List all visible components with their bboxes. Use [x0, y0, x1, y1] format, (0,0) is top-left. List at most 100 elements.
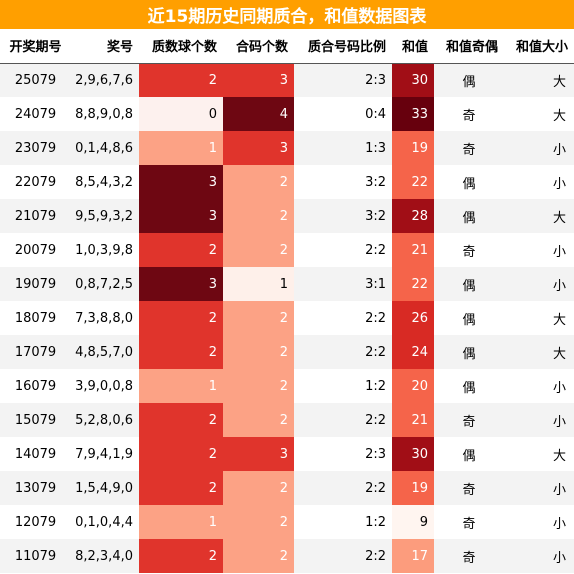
- cell-sum: 22: [392, 267, 434, 301]
- cell-sum: 24: [392, 335, 434, 369]
- cell-sum-size: 大: [552, 108, 566, 124]
- cell-sum-parity: 奇: [462, 108, 476, 124]
- cell-period: 12079: [14, 514, 57, 530]
- cell-sum-parity: 偶: [434, 63, 504, 97]
- cell-ratio: 2:3: [294, 63, 392, 97]
- cell-ratio: 1:2: [365, 378, 386, 394]
- cell-ratio: 0:4: [365, 106, 386, 122]
- cell-draw: 8,2,3,4,0: [71, 539, 139, 573]
- cell-ratio: 2:2: [294, 471, 392, 505]
- header-prime-count: 质数球个数: [139, 29, 223, 64]
- cell-draw: 5,2,8,0,6: [71, 403, 139, 437]
- table-row: 19079 0,8,7,2,5 3 1 3:1 22 偶小: [0, 267, 574, 301]
- cell-draw: 1,5,4,9,0: [71, 471, 139, 505]
- cell-sum: 20: [392, 369, 434, 403]
- cell-prime-count: 2: [139, 233, 223, 267]
- table-row: 16079 3,9,0,0,8 1 2 1:2 20 偶 小: [0, 369, 574, 403]
- cell-prime-count: 2: [139, 437, 223, 471]
- cell-period: 20079: [14, 242, 57, 258]
- cell-sum-parity: 偶: [462, 312, 476, 328]
- cell-sum: 33: [392, 97, 434, 131]
- cell-draw: 8,5,4,3,2: [75, 174, 133, 190]
- cell-sum-parity: 偶: [462, 176, 476, 192]
- cell-period: 11079: [0, 539, 71, 573]
- header-sum-parity: 和值奇偶: [434, 29, 504, 64]
- cell-prime-count: 2: [139, 471, 223, 505]
- cell-sum: 28: [392, 199, 434, 233]
- table-row: 17079 4,8,5,7,0 2 2 2:2 24 偶大: [0, 335, 574, 369]
- cell-prime-count: 3: [139, 267, 223, 301]
- header-period: 开奖期号: [0, 29, 71, 64]
- cell-draw: 4,8,5,7,0: [71, 335, 139, 369]
- cell-prime-count: 2: [139, 301, 223, 335]
- cell-sum-parity: 奇: [434, 539, 504, 573]
- cell-prime-count: 1: [139, 369, 223, 403]
- cell-composite-count: 2: [223, 539, 294, 573]
- table-row: 24079 8,8,9,0,8 0 4 0:4 33 奇 大: [0, 97, 574, 131]
- cell-period: 24079: [14, 106, 57, 122]
- cell-sum: 19: [392, 131, 434, 165]
- cell-period: 21079: [0, 199, 71, 233]
- cell-period: 13079: [0, 471, 71, 505]
- cell-draw: 7,9,4,1,9: [75, 446, 133, 462]
- header-draw: 奖号: [71, 29, 139, 64]
- cell-sum-size: 小: [504, 471, 574, 505]
- cell-sum-size: 小: [504, 539, 574, 573]
- cell-prime-count: 2: [139, 63, 223, 97]
- cell-ratio: 1:2: [365, 514, 386, 530]
- table-row: 12079 0,1,0,4,4 1 2 1:2 9 奇 小: [0, 505, 574, 539]
- cell-composite-count: 3: [223, 63, 294, 97]
- header-sum-size: 和值大小: [504, 29, 574, 64]
- cell-draw: 8,8,9,0,8: [75, 106, 133, 122]
- cell-sum-parity: 奇: [434, 131, 504, 165]
- table-row: 11079 8,2,3,4,0 2 2 2:2 17 奇小: [0, 539, 574, 573]
- table-row: 25079 2,9,6,7,6 2 3 2:3 30 偶大: [0, 63, 574, 97]
- cell-composite-count: 3: [223, 131, 294, 165]
- cell-sum-size: 大: [552, 312, 566, 328]
- cell-ratio: 3:2: [365, 174, 386, 190]
- cell-prime-count: 0: [139, 97, 223, 131]
- cell-sum: 26: [392, 301, 434, 335]
- cell-sum-parity: 偶: [462, 380, 476, 396]
- table-row: 18079 7,3,8,8,0 2 2 2:2 26 偶 大: [0, 301, 574, 335]
- cell-sum-parity: 偶: [434, 267, 504, 301]
- cell-draw: 3,9,0,0,8: [75, 378, 133, 394]
- table-row: 15079 5,2,8,0,6 2 2 2:2 21 奇小: [0, 403, 574, 437]
- cell-composite-count: 2: [223, 403, 294, 437]
- cell-composite-count: 2: [223, 199, 294, 233]
- cell-prime-count: 2: [139, 539, 223, 573]
- cell-draw: 0,1,0,4,4: [75, 514, 133, 530]
- cell-ratio: 2:2: [294, 539, 392, 573]
- cell-sum-parity: 偶: [462, 448, 476, 464]
- cell-sum: 9: [392, 505, 434, 539]
- header-ratio: 质合号码比例: [294, 29, 392, 64]
- cell-composite-count: 2: [223, 471, 294, 505]
- cell-draw: 2,9,6,7,6: [71, 63, 139, 97]
- table-body: 25079 2,9,6,7,6 2 3 2:3 30 偶大 24079 8,8,9,0,8 0 4 0…: [0, 63, 574, 573]
- cell-sum: 19: [392, 471, 434, 505]
- cell-ratio: 3:1: [294, 267, 392, 301]
- cell-composite-count: 2: [223, 369, 294, 403]
- cell-sum-parity: 偶: [434, 199, 504, 233]
- cell-sum-parity: 奇: [462, 244, 476, 260]
- cell-prime-count: 3: [139, 165, 223, 199]
- cell-sum: 22: [392, 165, 434, 199]
- cell-sum-size: 大: [552, 448, 566, 464]
- cell-prime-count: 1: [139, 505, 223, 539]
- table-row: 23079 0,1,4,8,6 1 3 1:3 19 奇小: [0, 131, 574, 165]
- cell-draw: 9,5,9,3,2: [71, 199, 139, 233]
- cell-sum-size: 小: [504, 403, 574, 437]
- cell-composite-count: 2: [223, 233, 294, 267]
- cell-period: 22079: [14, 174, 57, 190]
- cell-sum-size: 小: [504, 267, 574, 301]
- cell-ratio: 1:3: [294, 131, 392, 165]
- cell-sum: 21: [392, 403, 434, 437]
- cell-ratio: 2:2: [294, 403, 392, 437]
- cell-sum-size: 小: [504, 131, 574, 165]
- cell-period: 16079: [14, 378, 57, 394]
- cell-sum: 21: [392, 233, 434, 267]
- cell-sum-size: 小: [552, 516, 566, 532]
- cell-sum: 17: [392, 539, 434, 573]
- cell-sum-size: 小: [552, 380, 566, 396]
- cell-prime-count: 1: [139, 131, 223, 165]
